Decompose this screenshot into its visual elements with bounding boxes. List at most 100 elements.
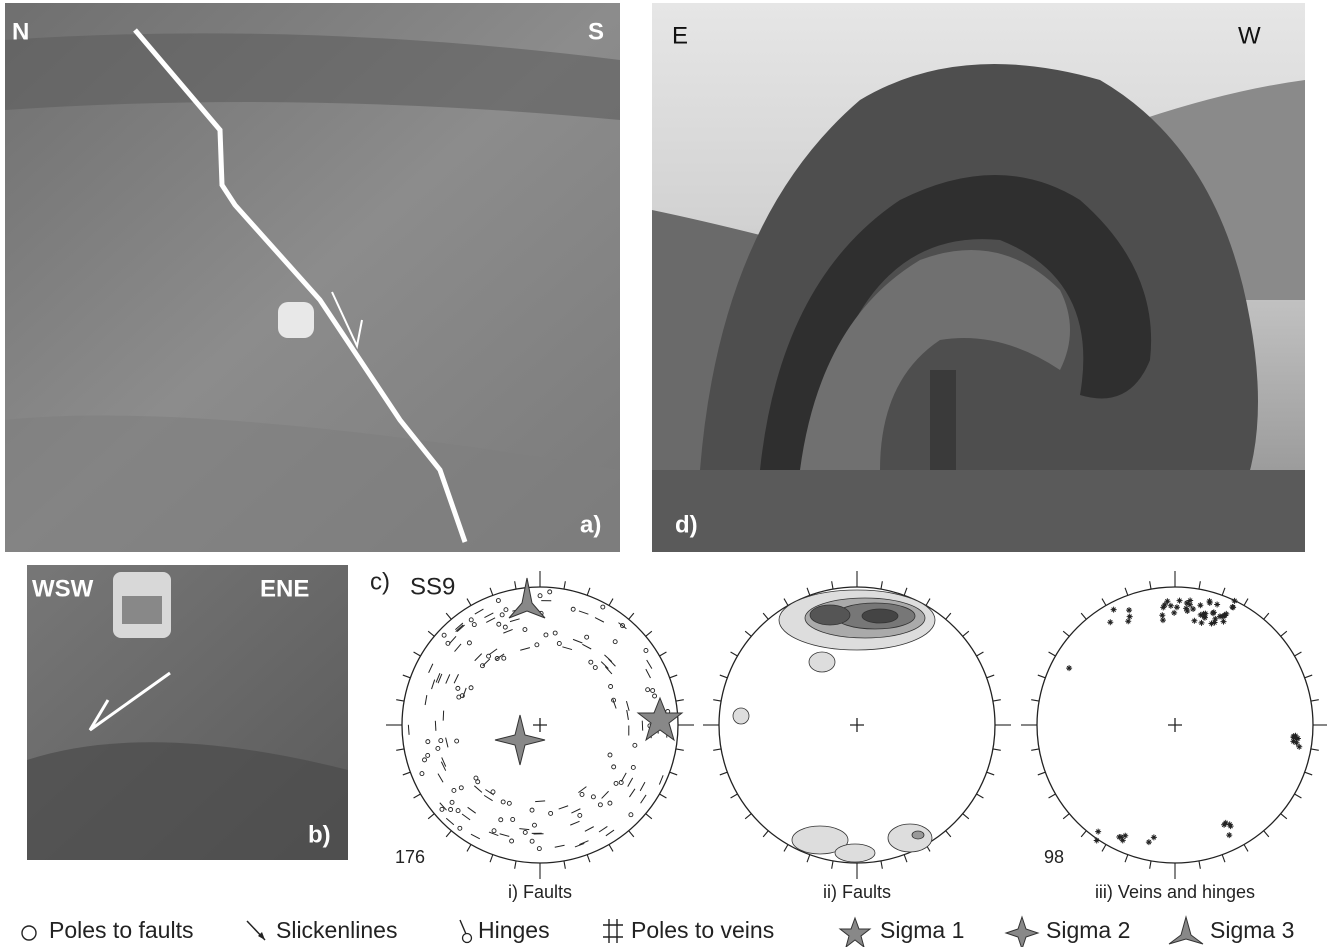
net-tick (1244, 599, 1248, 606)
legend-label: Sigma 3 (1210, 917, 1294, 943)
net-tick (1038, 675, 1046, 678)
center-cross (533, 718, 547, 732)
pole (589, 660, 593, 664)
slickenline (438, 774, 443, 783)
stereonets (386, 571, 1327, 879)
slickenline (595, 618, 604, 623)
net-tick (881, 861, 882, 869)
net-tick (629, 613, 634, 619)
legend-label: Slickenlines (276, 917, 397, 943)
pole (535, 643, 539, 647)
legend: Poles to faults Slickenlines Hinges Pole… (22, 917, 1294, 947)
net-tick (720, 675, 728, 678)
pole (609, 684, 613, 688)
pole (523, 830, 527, 834)
slickenline (640, 782, 645, 791)
net-tick (676, 700, 684, 701)
pole (544, 633, 548, 637)
count-label: 98 (1044, 847, 1064, 867)
pole (549, 811, 553, 815)
net-tick (881, 581, 882, 589)
slickenline (446, 818, 454, 825)
net-tick (1244, 845, 1248, 852)
pole (458, 826, 462, 830)
vein-pole (1127, 614, 1133, 620)
net-tick (832, 861, 833, 869)
net-tick (904, 588, 907, 596)
net-tick (1102, 845, 1106, 852)
pole (455, 739, 459, 743)
photo-label: S (588, 18, 604, 45)
net-tick (1295, 794, 1302, 798)
net-tick (1049, 794, 1056, 798)
vein-pole (1151, 834, 1157, 840)
pole (456, 809, 460, 813)
net-tick (993, 749, 1001, 750)
vein-pole (1226, 832, 1232, 838)
net-tick (1038, 772, 1046, 775)
pole (474, 776, 478, 780)
slickenline (627, 710, 629, 720)
panel-label: b) (308, 821, 331, 848)
density-contour (835, 844, 875, 862)
slickenline (442, 757, 446, 766)
pole (530, 808, 534, 812)
pole (420, 772, 424, 776)
pole (497, 622, 501, 626)
net-tick (807, 855, 810, 863)
pole (631, 765, 635, 769)
net-tick (414, 794, 421, 798)
pole (440, 807, 444, 811)
net-tick (1305, 772, 1313, 775)
vein-pole (1125, 618, 1131, 624)
vein-pole (1146, 839, 1152, 845)
net-tick (1281, 631, 1287, 636)
pole (511, 817, 515, 821)
vein-pole (1199, 620, 1205, 626)
net-tick (446, 613, 451, 619)
slickenline (646, 669, 651, 678)
pole (614, 781, 618, 785)
slickenline (599, 826, 607, 832)
pole (557, 641, 561, 645)
net-tick (977, 652, 984, 656)
net-tick (1150, 581, 1151, 589)
slickenline (486, 618, 495, 623)
legend-label: Poles to veins (631, 917, 774, 943)
vein-pole (1168, 603, 1174, 609)
net-tick (446, 831, 451, 837)
net-tick (1125, 855, 1128, 863)
net-tick (1295, 652, 1302, 656)
net-tick (784, 845, 788, 852)
net-tick (467, 845, 471, 852)
pole (442, 633, 446, 637)
pole (436, 746, 440, 750)
pole (426, 753, 430, 757)
net-tick (1264, 613, 1269, 619)
pole (426, 740, 430, 744)
net-tick (490, 855, 493, 863)
pole (591, 795, 595, 799)
slickenline (474, 786, 482, 793)
net-tick (670, 675, 678, 678)
figure: N S a) E W d) WSW ENE b) c) SS9 176 98 i… (0, 0, 1327, 947)
pole (651, 689, 655, 693)
slickenline (535, 801, 545, 802)
slickenline (628, 778, 633, 787)
slickenline (601, 662, 608, 669)
legend-label: Sigma 2 (1046, 917, 1130, 943)
vein-pole (1220, 619, 1226, 625)
pole (608, 801, 612, 805)
vein-pole (1066, 665, 1072, 671)
pole (538, 594, 542, 598)
net-tick (490, 588, 493, 596)
pole (608, 753, 612, 757)
pole (523, 628, 527, 632)
pole (504, 608, 508, 612)
net-tick (670, 772, 678, 775)
net-tick (1031, 749, 1039, 750)
net-tick (1031, 700, 1039, 701)
pole (467, 641, 471, 645)
pole (548, 590, 552, 594)
net-tick (763, 831, 768, 837)
